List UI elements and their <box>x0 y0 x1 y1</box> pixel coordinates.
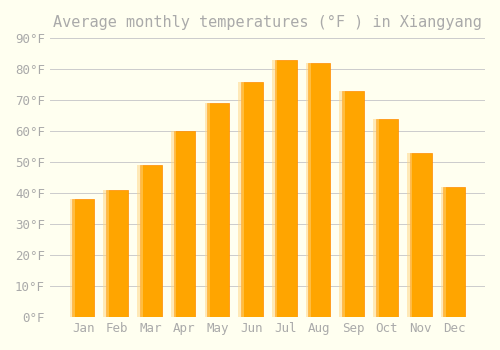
Bar <box>373 119 378 317</box>
Bar <box>444 187 465 317</box>
Title: Average monthly temperatures (°F ) in Xiangyang: Average monthly temperatures (°F ) in Xi… <box>53 15 482 30</box>
Bar <box>72 199 94 317</box>
Bar <box>376 119 398 317</box>
Bar <box>171 131 176 317</box>
Bar <box>340 91 345 317</box>
Bar <box>241 82 263 317</box>
Bar <box>342 91 364 317</box>
Bar <box>140 165 162 317</box>
Bar <box>106 190 128 317</box>
Bar <box>306 63 311 317</box>
Bar <box>272 60 278 317</box>
Bar <box>410 153 432 317</box>
Bar <box>274 60 296 317</box>
Bar <box>70 199 75 317</box>
Bar <box>407 153 412 317</box>
Bar <box>440 187 446 317</box>
Bar <box>174 131 196 317</box>
Bar <box>104 190 109 317</box>
Bar <box>308 63 330 317</box>
Bar <box>208 103 229 317</box>
Bar <box>204 103 210 317</box>
Bar <box>238 82 244 317</box>
Bar <box>137 165 142 317</box>
